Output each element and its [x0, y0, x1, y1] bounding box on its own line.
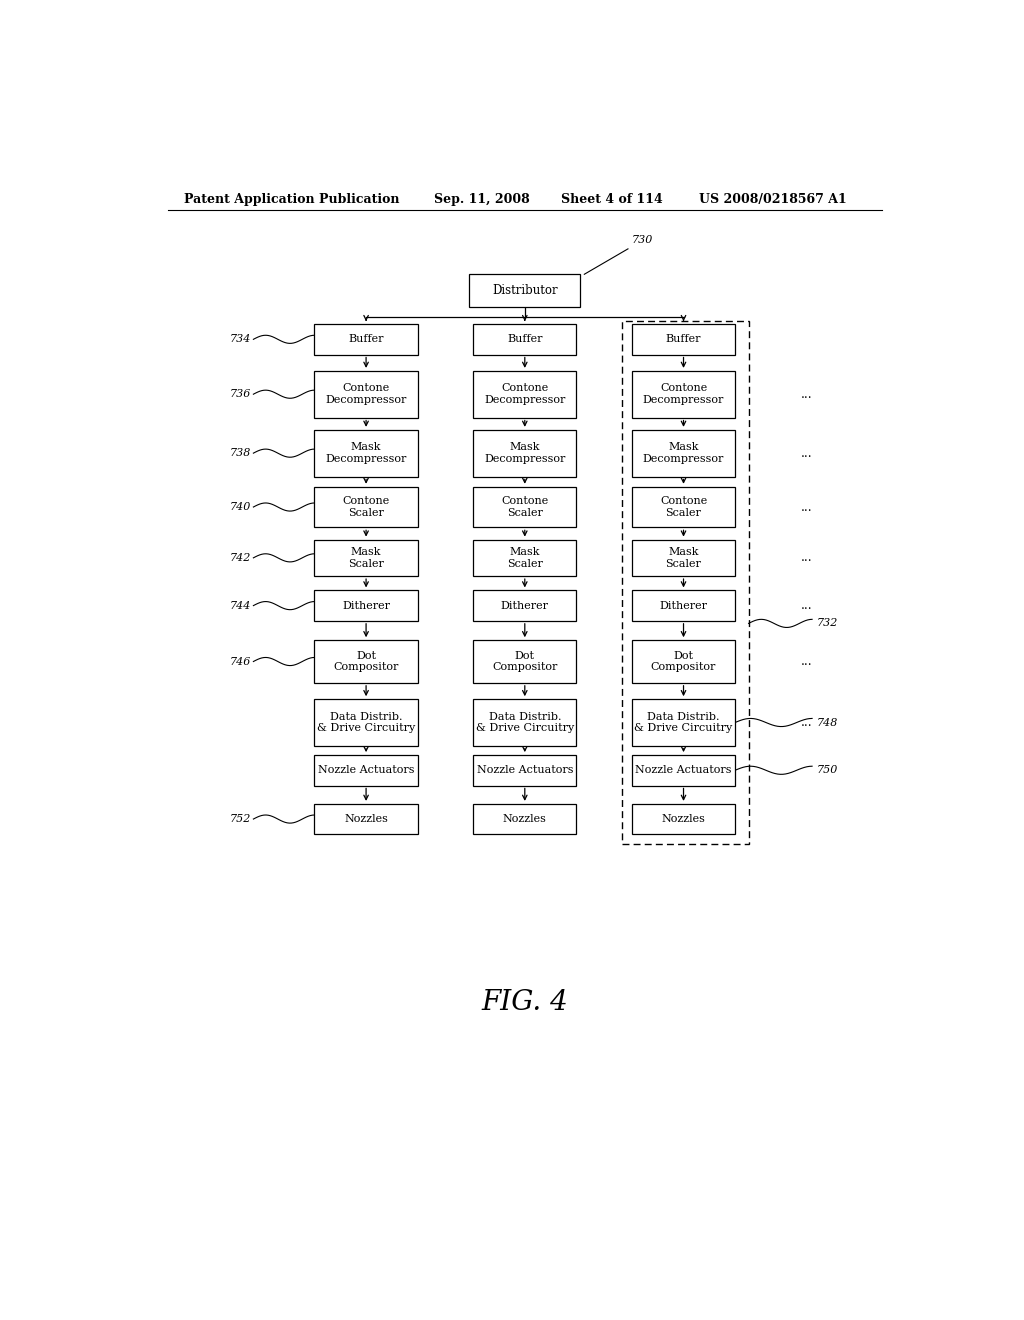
Text: ...: ... [801, 388, 812, 401]
Bar [473, 430, 577, 477]
Text: Mask
Decompressor: Mask Decompressor [484, 442, 565, 463]
Text: Contone
Decompressor: Contone Decompressor [643, 383, 724, 405]
Text: Dot
Compositor: Dot Compositor [334, 651, 398, 672]
Text: Nozzles: Nozzles [344, 814, 388, 824]
Text: Contone
Decompressor: Contone Decompressor [326, 383, 407, 405]
Text: 742: 742 [229, 553, 251, 562]
Bar [473, 487, 577, 528]
Bar [314, 325, 418, 355]
Bar [632, 700, 735, 746]
Bar [473, 755, 577, 785]
Bar [632, 430, 735, 477]
Text: Dot
Compositor: Dot Compositor [651, 651, 716, 672]
Bar [473, 804, 577, 834]
Bar [632, 755, 735, 785]
Bar [314, 640, 418, 682]
Bar [469, 275, 581, 306]
Text: 740: 740 [229, 502, 251, 512]
Bar [632, 640, 735, 682]
Bar [314, 755, 418, 785]
Text: Data Distrib.
& Drive Circuitry: Data Distrib. & Drive Circuitry [317, 711, 415, 734]
Bar [632, 590, 735, 620]
Text: US 2008/0218567 A1: US 2008/0218567 A1 [699, 193, 847, 206]
Text: 738: 738 [229, 449, 251, 458]
Text: 748: 748 [817, 718, 839, 727]
Text: 730: 730 [632, 235, 653, 244]
Text: Nozzle Actuators: Nozzle Actuators [635, 766, 732, 775]
Text: 746: 746 [229, 656, 251, 667]
Text: Buffer: Buffer [507, 334, 543, 345]
Bar [314, 487, 418, 528]
Text: 732: 732 [817, 618, 839, 628]
Bar [632, 804, 735, 834]
Text: ...: ... [801, 715, 812, 729]
Text: Contone
Scaler: Contone Scaler [659, 496, 708, 517]
Text: Ditherer: Ditherer [342, 601, 390, 611]
Text: Contone
Scaler: Contone Scaler [342, 496, 390, 517]
Text: 734: 734 [229, 334, 251, 345]
Text: Mask
Scaler: Mask Scaler [507, 546, 543, 569]
Text: Buffer: Buffer [348, 334, 384, 345]
Text: Sep. 11, 2008: Sep. 11, 2008 [433, 193, 529, 206]
Bar [632, 325, 735, 355]
Text: Ditherer: Ditherer [501, 601, 549, 611]
Text: Patent Application Publication: Patent Application Publication [183, 193, 399, 206]
Bar [314, 371, 418, 417]
Bar [473, 640, 577, 682]
Text: Mask
Scaler: Mask Scaler [666, 546, 701, 569]
Text: FIG. 4: FIG. 4 [481, 989, 568, 1015]
Text: ...: ... [801, 446, 812, 459]
Text: Data Distrib.
& Drive Circuitry: Data Distrib. & Drive Circuitry [476, 711, 573, 734]
Bar [314, 804, 418, 834]
Text: ...: ... [801, 552, 812, 565]
Text: Mask
Decompressor: Mask Decompressor [326, 442, 407, 463]
Bar [473, 590, 577, 620]
Text: ...: ... [801, 599, 812, 612]
Text: Nozzles: Nozzles [503, 814, 547, 824]
Bar [314, 700, 418, 746]
Text: Nozzles: Nozzles [662, 814, 706, 824]
Text: Nozzle Actuators: Nozzle Actuators [317, 766, 415, 775]
Text: Buffer: Buffer [666, 334, 701, 345]
Bar [473, 700, 577, 746]
Text: 750: 750 [817, 766, 839, 775]
Text: 736: 736 [229, 389, 251, 399]
Text: Mask
Scaler: Mask Scaler [348, 546, 384, 569]
Bar [473, 371, 577, 417]
Bar [473, 325, 577, 355]
Text: Sheet 4 of 114: Sheet 4 of 114 [560, 193, 663, 206]
Text: 744: 744 [229, 601, 251, 611]
Bar [632, 540, 735, 576]
Bar [314, 540, 418, 576]
Text: Contone
Decompressor: Contone Decompressor [484, 383, 565, 405]
Bar [473, 540, 577, 576]
Text: Ditherer: Ditherer [659, 601, 708, 611]
Bar [314, 590, 418, 620]
Bar [632, 371, 735, 417]
Text: 752: 752 [229, 814, 251, 824]
Text: ...: ... [801, 655, 812, 668]
Text: Nozzle Actuators: Nozzle Actuators [476, 766, 573, 775]
Text: ...: ... [801, 500, 812, 513]
Text: Dot
Compositor: Dot Compositor [493, 651, 557, 672]
Text: Data Distrib.
& Drive Circuitry: Data Distrib. & Drive Circuitry [635, 711, 732, 734]
Text: Distributor: Distributor [492, 284, 558, 297]
Bar [632, 487, 735, 528]
Bar [314, 430, 418, 477]
Text: Mask
Decompressor: Mask Decompressor [643, 442, 724, 463]
Text: Contone
Scaler: Contone Scaler [501, 496, 549, 517]
Bar [623, 321, 749, 845]
